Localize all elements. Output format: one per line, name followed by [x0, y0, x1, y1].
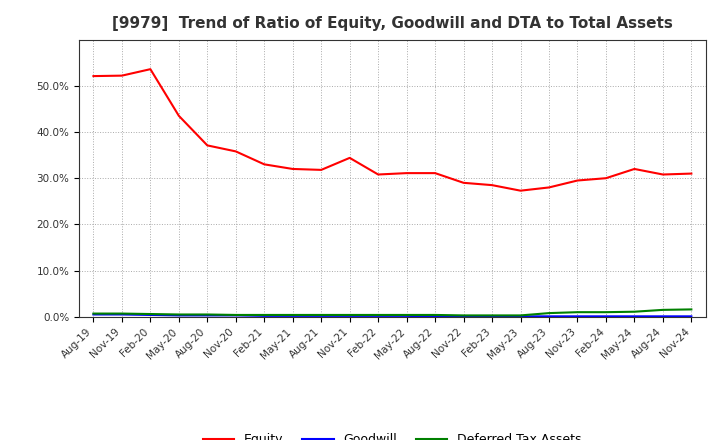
Goodwill — [374, 313, 382, 319]
Equity — [374, 172, 382, 177]
Deferred Tax Assets — [459, 313, 468, 318]
Goodwill — [659, 314, 667, 319]
Goodwill — [317, 313, 325, 319]
Goodwill — [487, 314, 496, 319]
Deferred Tax Assets — [659, 307, 667, 312]
Equity — [146, 66, 155, 72]
Deferred Tax Assets — [630, 309, 639, 314]
Equity — [174, 113, 183, 118]
Deferred Tax Assets — [174, 312, 183, 317]
Deferred Tax Assets — [431, 312, 439, 318]
Equity — [117, 73, 126, 78]
Goodwill — [117, 312, 126, 317]
Deferred Tax Assets — [402, 312, 411, 318]
Equity — [232, 149, 240, 154]
Equity — [402, 170, 411, 176]
Equity — [260, 161, 269, 167]
Goodwill — [260, 313, 269, 319]
Deferred Tax Assets — [203, 312, 212, 317]
Goodwill — [146, 312, 155, 318]
Goodwill — [602, 314, 611, 319]
Deferred Tax Assets — [89, 311, 98, 316]
Deferred Tax Assets — [260, 312, 269, 318]
Equity — [687, 171, 696, 176]
Equity — [317, 167, 325, 172]
Deferred Tax Assets — [487, 313, 496, 318]
Goodwill — [289, 313, 297, 319]
Deferred Tax Assets — [146, 312, 155, 317]
Goodwill — [89, 312, 98, 317]
Goodwill — [459, 314, 468, 319]
Deferred Tax Assets — [346, 312, 354, 318]
Equity — [459, 180, 468, 185]
Line: Goodwill: Goodwill — [94, 315, 691, 316]
Equity — [545, 185, 554, 190]
Equity — [431, 170, 439, 176]
Equity — [659, 172, 667, 177]
Equity — [602, 176, 611, 181]
Deferred Tax Assets — [289, 312, 297, 318]
Deferred Tax Assets — [545, 311, 554, 316]
Equity — [516, 188, 525, 193]
Goodwill — [630, 314, 639, 319]
Deferred Tax Assets — [374, 312, 382, 318]
Equity — [573, 178, 582, 183]
Goodwill — [431, 314, 439, 319]
Line: Deferred Tax Assets: Deferred Tax Assets — [94, 309, 691, 315]
Equity — [630, 166, 639, 172]
Goodwill — [203, 313, 212, 318]
Deferred Tax Assets — [516, 313, 525, 318]
Line: Equity: Equity — [94, 69, 691, 191]
Equity — [346, 155, 354, 161]
Equity — [487, 183, 496, 188]
Deferred Tax Assets — [687, 307, 696, 312]
Goodwill — [232, 313, 240, 318]
Deferred Tax Assets — [317, 312, 325, 318]
Goodwill — [573, 314, 582, 319]
Goodwill — [346, 313, 354, 319]
Goodwill — [402, 313, 411, 319]
Deferred Tax Assets — [117, 311, 126, 316]
Goodwill — [516, 314, 525, 319]
Equity — [89, 73, 98, 79]
Equity — [203, 143, 212, 148]
Deferred Tax Assets — [573, 309, 582, 315]
Equity — [289, 166, 297, 172]
Title: [9979]  Trend of Ratio of Equity, Goodwill and DTA to Total Assets: [9979] Trend of Ratio of Equity, Goodwil… — [112, 16, 672, 32]
Goodwill — [174, 313, 183, 318]
Deferred Tax Assets — [602, 309, 611, 315]
Goodwill — [687, 314, 696, 319]
Legend: Equity, Goodwill, Deferred Tax Assets: Equity, Goodwill, Deferred Tax Assets — [198, 429, 587, 440]
Goodwill — [545, 314, 554, 319]
Deferred Tax Assets — [232, 312, 240, 318]
